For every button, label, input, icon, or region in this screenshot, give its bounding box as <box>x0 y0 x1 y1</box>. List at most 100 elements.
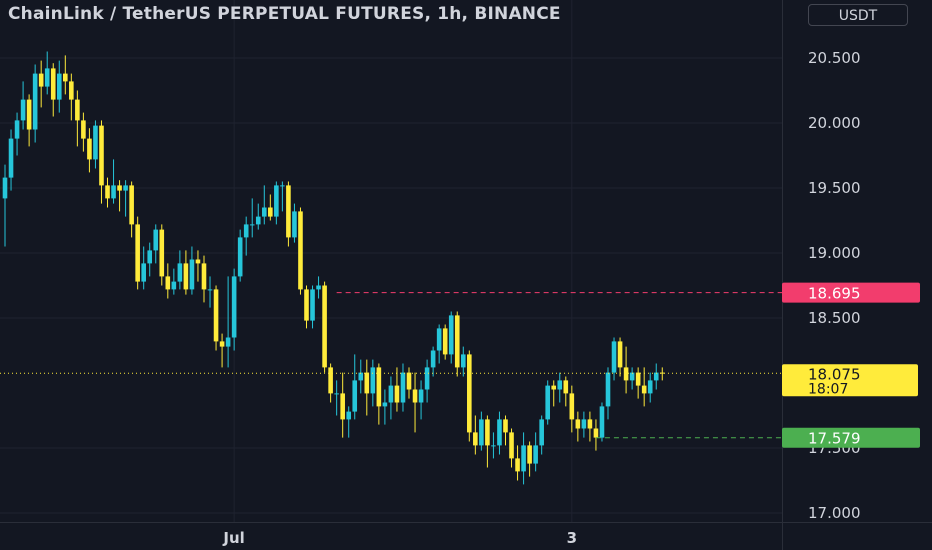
candle-body[interactable] <box>328 367 333 394</box>
candle-body[interactable] <box>412 389 418 403</box>
candle-body[interactable] <box>430 350 436 368</box>
candle-body[interactable] <box>364 372 370 394</box>
candle-body[interactable] <box>280 185 285 187</box>
candle-body[interactable] <box>479 419 484 446</box>
candle-body[interactable] <box>641 385 647 394</box>
currency-selector[interactable]: USDT <box>808 4 908 26</box>
candle-body[interactable] <box>93 125 98 160</box>
candle-body[interactable] <box>394 385 400 403</box>
candle-body[interactable] <box>418 389 424 403</box>
candle-body[interactable] <box>87 138 92 160</box>
candle-body[interactable] <box>219 341 225 347</box>
candle-body[interactable] <box>436 328 442 351</box>
candle-body[interactable] <box>605 372 611 407</box>
candle-body[interactable] <box>26 99 32 130</box>
candle-body[interactable] <box>515 458 520 472</box>
candle-body[interactable] <box>617 341 623 368</box>
candle-body[interactable] <box>129 185 134 225</box>
candle-body[interactable] <box>183 263 189 290</box>
candle-body[interactable] <box>261 207 267 217</box>
candle-body[interactable] <box>20 99 26 121</box>
candle-body[interactable] <box>623 367 629 381</box>
candle-body[interactable] <box>485 419 490 446</box>
candle-body[interactable] <box>153 229 159 251</box>
candle-body[interactable] <box>611 341 617 373</box>
candle-body[interactable] <box>32 73 38 130</box>
candle-body[interactable] <box>521 445 526 472</box>
candle-body[interactable] <box>509 432 514 459</box>
candle-body[interactable] <box>442 328 448 355</box>
candle-body[interactable] <box>268 207 273 217</box>
candle-body[interactable] <box>400 372 406 403</box>
candle-body[interactable] <box>334 393 339 395</box>
candle-body[interactable] <box>587 419 593 429</box>
candle-body[interactable] <box>563 380 569 394</box>
candle-body[interactable] <box>629 372 635 381</box>
candle-body[interactable] <box>56 73 62 100</box>
candle-body[interactable] <box>123 185 128 191</box>
candle-body[interactable] <box>147 250 153 264</box>
candle-body[interactable] <box>105 185 110 199</box>
candle-body[interactable] <box>503 419 508 433</box>
candle-body[interactable] <box>533 445 538 464</box>
candle-body[interactable] <box>171 281 177 290</box>
candle-body[interactable] <box>117 185 122 191</box>
candle-body[interactable] <box>467 354 472 433</box>
candle-body[interactable] <box>298 211 303 290</box>
candle-body[interactable] <box>406 372 412 390</box>
candle-body[interactable] <box>63 73 68 82</box>
candle-body[interactable] <box>50 68 56 100</box>
candle-body[interactable] <box>635 372 641 386</box>
candle-body[interactable] <box>44 68 50 87</box>
candle-body[interactable] <box>292 211 297 238</box>
candle-body[interactable] <box>659 372 665 374</box>
candle-body[interactable] <box>316 285 321 290</box>
candle-body[interactable] <box>424 367 430 390</box>
candle-body[interactable] <box>159 229 165 277</box>
candle-body[interactable] <box>207 289 213 291</box>
candle-body[interactable] <box>8 138 14 178</box>
candle-body[interactable] <box>527 445 532 464</box>
candle-body[interactable] <box>213 289 219 342</box>
candle-body[interactable] <box>454 315 460 368</box>
candle-body[interactable] <box>352 380 358 412</box>
candle-body[interactable] <box>75 99 80 121</box>
candle-body[interactable] <box>653 372 659 381</box>
candle-body[interactable] <box>274 185 279 217</box>
candle-body[interactable] <box>539 419 544 446</box>
candle-body[interactable] <box>111 185 116 199</box>
candle-body[interactable] <box>81 120 86 139</box>
candle-body[interactable] <box>497 419 502 446</box>
candle-body[interactable] <box>340 393 345 420</box>
candle-body[interactable] <box>382 402 388 407</box>
candle-body[interactable] <box>243 224 249 238</box>
candle-body[interactable] <box>201 263 207 290</box>
candle-body[interactable] <box>255 216 261 225</box>
candle-body[interactable] <box>346 411 352 420</box>
candle-body[interactable] <box>237 237 243 277</box>
candle-body[interactable] <box>599 406 605 438</box>
candle-body[interactable] <box>177 263 183 282</box>
candle-body[interactable] <box>460 354 466 368</box>
candle-body[interactable] <box>593 428 599 438</box>
candle-body[interactable] <box>141 263 146 282</box>
candle-body[interactable] <box>99 125 104 186</box>
candle-body[interactable] <box>225 337 231 347</box>
candle-body[interactable] <box>69 81 74 100</box>
candle-body[interactable] <box>551 385 557 390</box>
candle-body[interactable] <box>545 385 550 420</box>
candle-body[interactable] <box>14 120 20 139</box>
candle-body[interactable] <box>38 73 44 87</box>
candle-body[interactable] <box>322 285 327 368</box>
candle-body[interactable] <box>647 380 653 394</box>
candle-body[interactable] <box>473 432 478 446</box>
candle-body[interactable] <box>135 224 140 282</box>
candle-body[interactable] <box>286 185 291 238</box>
candle-body[interactable] <box>388 385 394 403</box>
candle-body[interactable] <box>165 276 171 290</box>
candle-body[interactable] <box>569 393 575 420</box>
candle-body[interactable] <box>376 367 382 407</box>
candle-body[interactable] <box>491 445 496 447</box>
candle-body[interactable] <box>358 372 364 381</box>
